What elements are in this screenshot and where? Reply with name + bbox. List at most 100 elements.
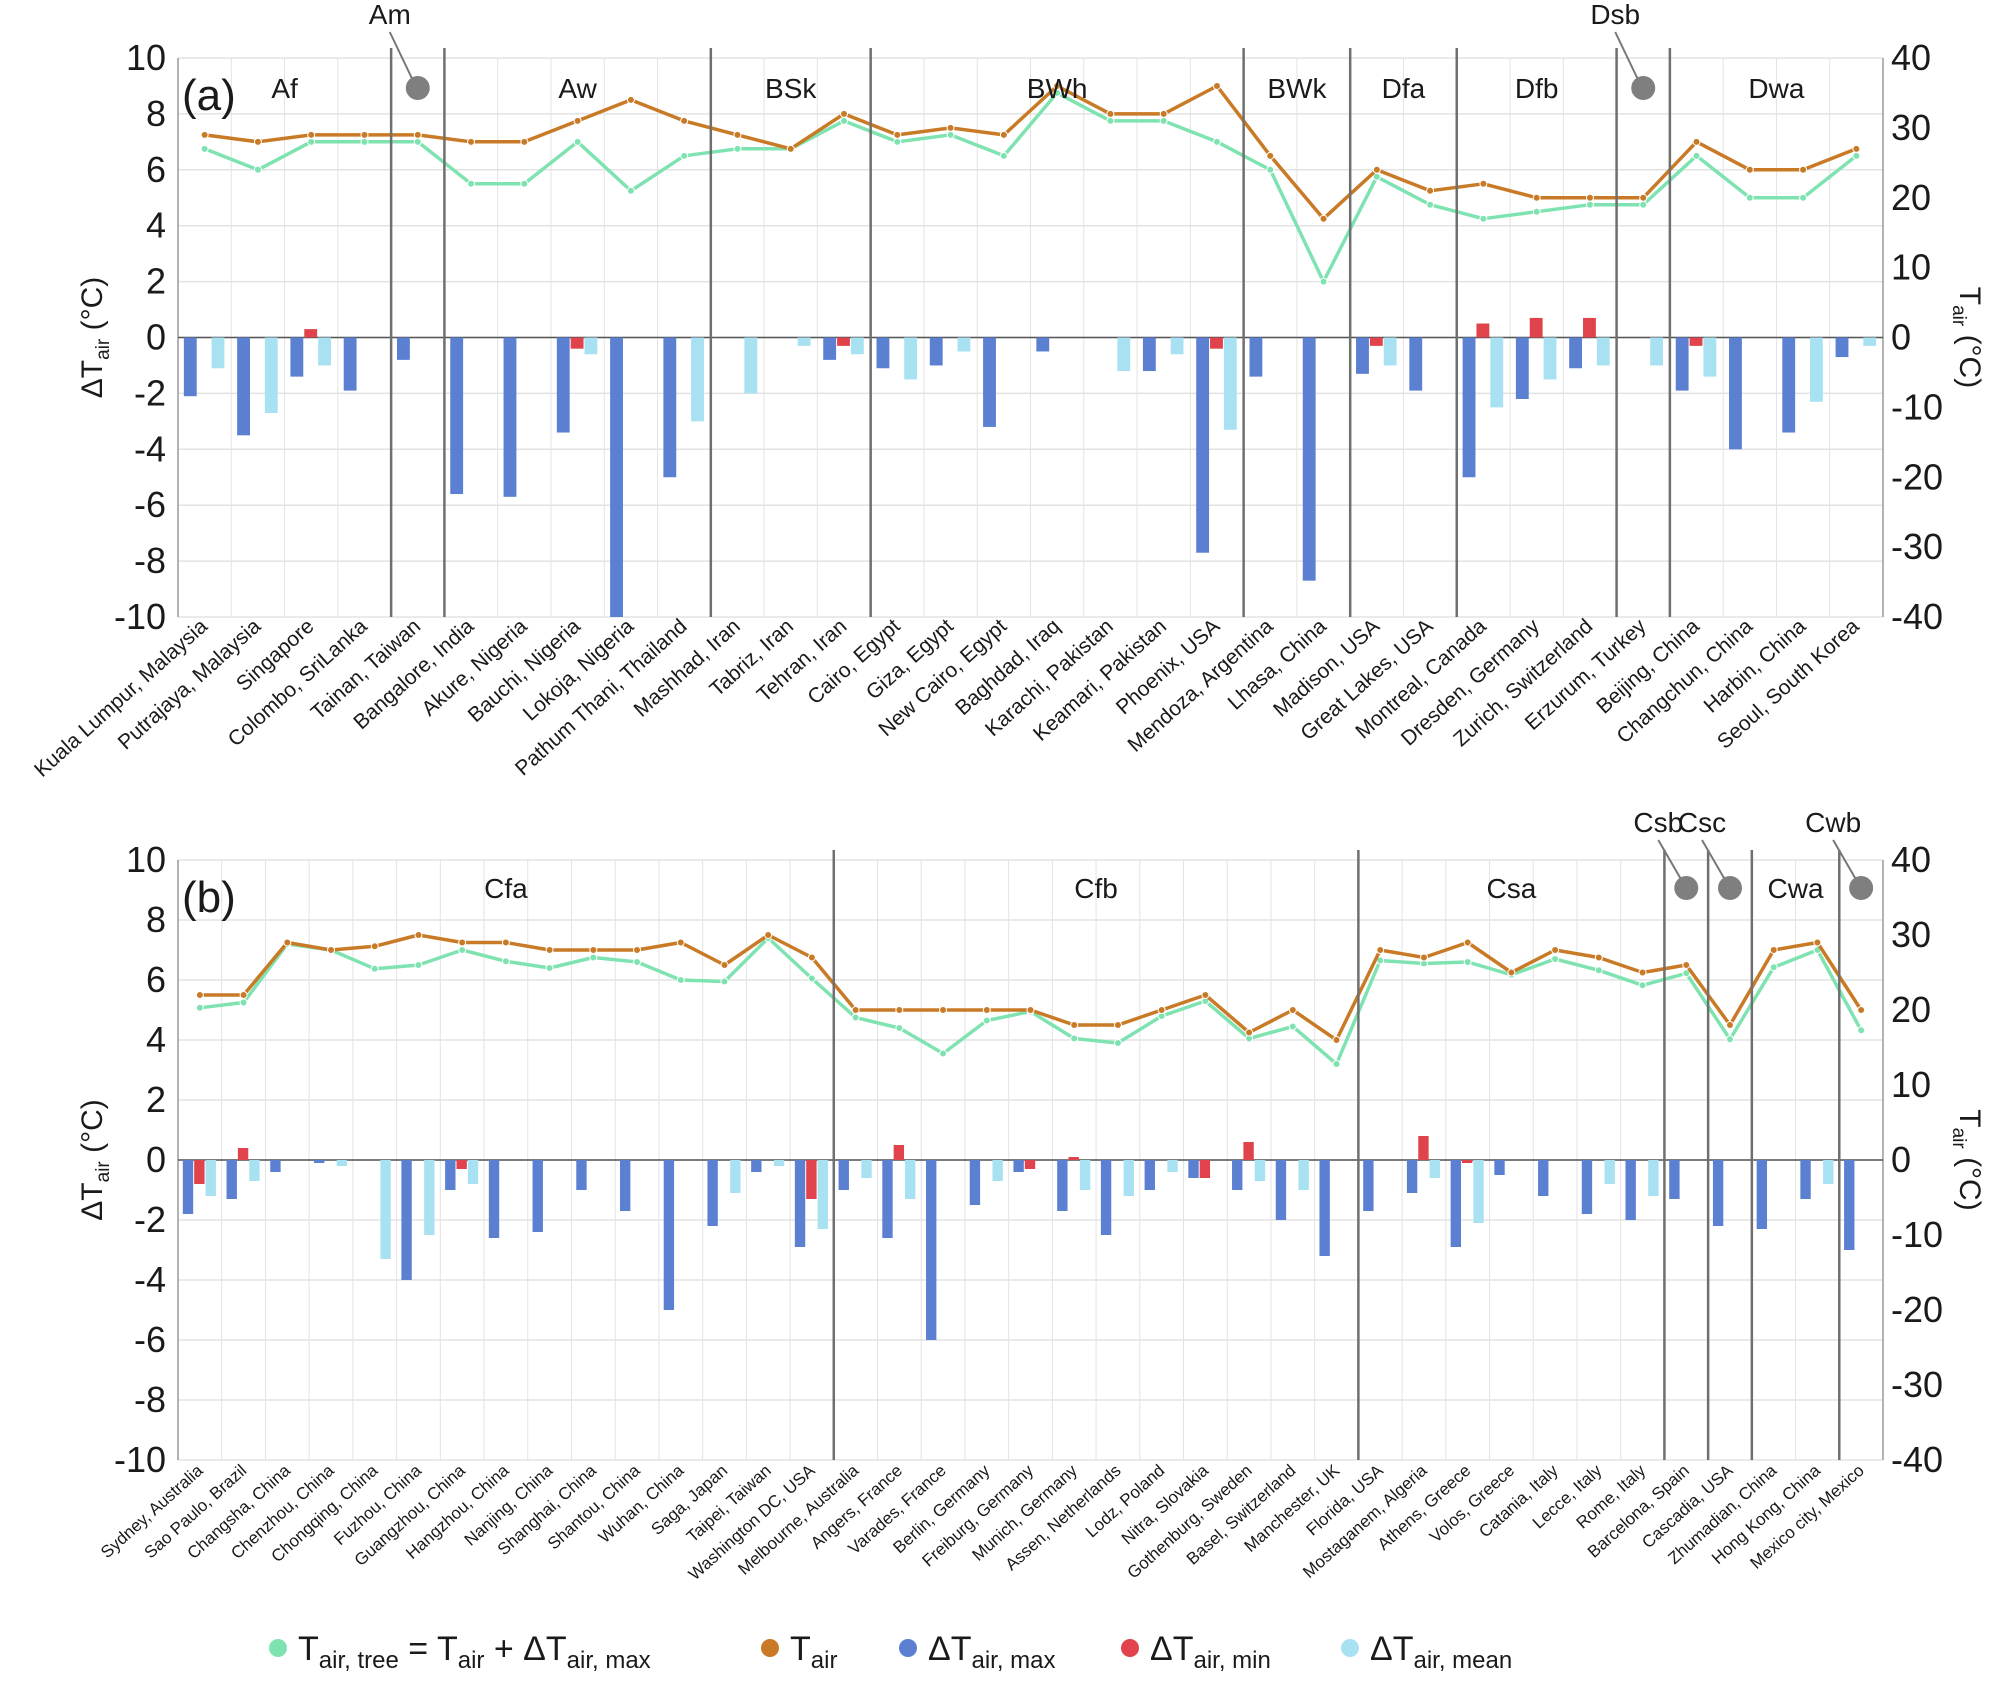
legend-label-tree: Tair, tree = Tair + ΔTair, max (298, 1630, 651, 1674)
bar--t-air-mean (1117, 337, 1131, 372)
line-point (1106, 116, 1115, 125)
line-point (1106, 109, 1115, 118)
left-tick-label: 8 (146, 899, 166, 940)
line-point (1682, 969, 1691, 978)
bar--t-air-max (1844, 1160, 1855, 1250)
line-point (1745, 165, 1754, 174)
line-point (1288, 1006, 1297, 1014)
panel-b-chart: 1086420-2-4-6-8-10403020100-10-20-30-40Δ… (76, 807, 1986, 1584)
bar--t-air-max (876, 337, 890, 369)
left-tick-label: 4 (146, 1019, 166, 1060)
climate-zone-label: Dsb (1590, 0, 1640, 30)
bar--t-air-max (183, 337, 197, 397)
line-point (1319, 214, 1328, 223)
left-tick-label: -2 (134, 1199, 166, 1240)
climate-zone-marker (1849, 876, 1874, 900)
line-point (1594, 953, 1603, 962)
line-point (1769, 946, 1778, 954)
line-t-air (204, 84, 1858, 221)
climate-zone-marker (405, 76, 430, 100)
legend-label-dmin: ΔTair, min (1150, 1630, 1271, 1674)
right-axis-title: Tair (°C) (1948, 1109, 1986, 1210)
legend-swatch-dmean (1341, 1639, 1359, 1657)
bar--t-air-min (1024, 1160, 1036, 1169)
bar--t-air-max (1057, 1160, 1068, 1211)
line-point (1288, 1022, 1297, 1031)
bar--t-air-mean (817, 1160, 828, 1229)
bar--t-air-max (1494, 1160, 1505, 1175)
line-point (1725, 1021, 1734, 1029)
bar--t-air-max (929, 337, 943, 366)
line-point (982, 1016, 991, 1025)
line-point (1113, 1039, 1122, 1047)
line-point (1212, 81, 1221, 90)
climate-zone-label: BWh (1027, 73, 1088, 104)
line-point (626, 95, 635, 104)
right-tick-label: 10 (1891, 1064, 1931, 1105)
line-point (458, 946, 467, 954)
line-point (414, 961, 423, 969)
line-point (626, 186, 635, 195)
line-point (1551, 946, 1560, 954)
bar--t-air-max (823, 337, 837, 360)
callout-leader (1614, 31, 1639, 79)
line-t-air-tree (199, 936, 1863, 1066)
bar--t-air-mean (744, 337, 758, 394)
right-tick-label: 20 (1891, 989, 1931, 1030)
line-point (1852, 151, 1861, 160)
bar--t-air-mean (380, 1160, 391, 1259)
left-axis-title: ΔTair (°C) (76, 1099, 114, 1220)
bar--t-air-min (893, 1145, 905, 1160)
bar--t-air-max (1302, 337, 1316, 581)
line-point (1639, 200, 1648, 209)
line-point (999, 130, 1008, 139)
line-point (1799, 165, 1808, 174)
bar--t-air-min (194, 1160, 205, 1184)
climate-zone-label: Aw (558, 73, 597, 104)
line-point (1852, 144, 1861, 153)
line-point (1745, 193, 1754, 202)
bar--t-air-max (663, 1160, 675, 1310)
bar--t-air-min (1243, 1142, 1254, 1160)
line-t-air-tree (203, 91, 1858, 284)
line-point (501, 938, 510, 947)
right-tick-label: 0 (1891, 317, 1911, 358)
line-point (1532, 207, 1541, 216)
line-point (807, 974, 816, 983)
line-point (200, 144, 209, 153)
bar--t-air-max (663, 337, 677, 478)
bar--t-air-min (1418, 1136, 1429, 1160)
bar--t-air-mean (1823, 1160, 1834, 1184)
bar--t-air-min (570, 337, 584, 349)
legend-label-dmax: ΔTair, max (928, 1630, 1056, 1674)
line-point (895, 1024, 904, 1032)
bar--t-air-max (1188, 1160, 1199, 1178)
bar--t-air-mean (957, 337, 971, 352)
line-point (1479, 214, 1488, 223)
bar--t-air-max (1275, 1160, 1287, 1220)
bar--t-air-mean (861, 1160, 872, 1178)
bar--t-air-min (1689, 337, 1703, 346)
line-point (1376, 946, 1385, 954)
panel-label: (a) (182, 71, 236, 120)
bar--t-air-max (1319, 1160, 1330, 1256)
right-tick-label: 40 (1891, 839, 1931, 880)
right-tick-label: -20 (1891, 1289, 1943, 1330)
line-point (1070, 1021, 1079, 1029)
right-tick-label: -10 (1891, 386, 1943, 427)
bar--t-air-mean (1298, 1160, 1309, 1190)
bar--t-air-max (1406, 1160, 1418, 1193)
line-point (573, 116, 582, 125)
climate-zone-label: Csa (1486, 873, 1536, 904)
bar--t-air-max (1800, 1160, 1811, 1199)
bar--t-air-min (837, 337, 850, 346)
bar--t-air-max (838, 1160, 849, 1190)
left-tick-label: -10 (114, 596, 166, 637)
bar--t-air-mean (205, 1160, 216, 1196)
line-point (1159, 116, 1168, 125)
bar--t-air-min (304, 329, 318, 338)
line-point (239, 991, 248, 999)
climate-zone-marker (1674, 876, 1699, 900)
bar--t-air-min (1583, 317, 1596, 338)
line-point (1426, 200, 1435, 209)
